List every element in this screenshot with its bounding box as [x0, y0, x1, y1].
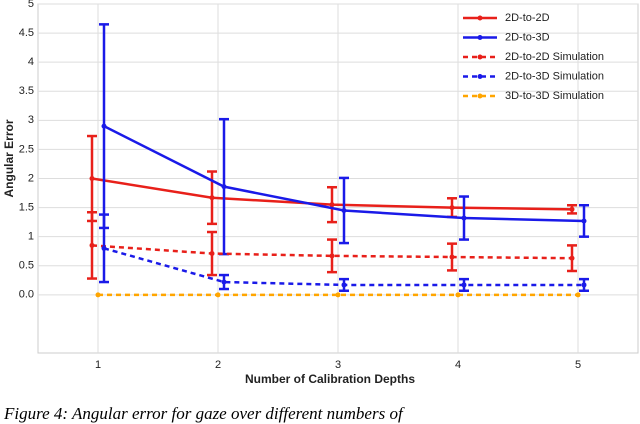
- point: [209, 195, 215, 201]
- point: [569, 206, 575, 212]
- legend-label: 2D-to-3D Simulation: [505, 70, 604, 82]
- point: [569, 255, 575, 261]
- point: [329, 202, 335, 208]
- point: [449, 205, 455, 211]
- point: [101, 123, 107, 129]
- point: [575, 292, 581, 298]
- x-tick-label: 2: [215, 359, 221, 371]
- point: [461, 215, 467, 221]
- point: [95, 292, 101, 298]
- y-tick-label: 5: [28, 0, 34, 10]
- x-tick-label: 4: [455, 359, 461, 371]
- legend-marker: [477, 93, 483, 99]
- y-tick-label: 0.0: [19, 289, 34, 301]
- caption: Figure 4: Angular error for gaze over di…: [4, 404, 403, 423]
- point: [101, 245, 107, 251]
- point: [581, 282, 587, 288]
- point: [215, 292, 221, 298]
- y-tick-label: 2.5: [19, 143, 34, 155]
- point: [335, 292, 341, 298]
- y-tick-label: 3.5: [19, 85, 34, 97]
- point: [89, 242, 95, 248]
- y-tick-label: 3: [28, 114, 34, 126]
- legend-marker: [477, 15, 483, 21]
- x-tick-label: 5: [575, 359, 581, 371]
- legend-label: 2D-to-2D: [505, 12, 550, 24]
- series-line: [91, 244, 573, 260]
- point: [341, 282, 347, 288]
- point: [329, 253, 335, 259]
- x-tick-label: 1: [95, 359, 101, 371]
- point: [449, 254, 455, 260]
- point: [455, 292, 461, 298]
- chart: 0.0 0.5 1 1.5 2 2.5 3 3.5 4 4.5 5 1 2 3 4 5 Number of Ca…: [2, 0, 639, 386]
- y-tick-label: 4: [28, 56, 34, 68]
- legend-label: 3D-to-3D Simulation: [505, 90, 604, 102]
- legend-marker: [477, 74, 483, 79]
- point: [221, 184, 227, 190]
- legend-marker: [477, 35, 483, 40]
- x-axis-label: Number of Calibration Depths: [245, 372, 415, 386]
- point: [581, 218, 587, 224]
- y-tick-label: 0.5: [19, 260, 34, 272]
- legend-label: 2D-to-2D Simulation: [505, 51, 604, 63]
- point: [461, 282, 467, 288]
- legend-label: 2D-to-3D: [505, 31, 550, 43]
- x-tick-label: 3: [335, 359, 341, 371]
- y-tick-label: 4.5: [19, 27, 34, 39]
- y-tick-label: 1: [28, 231, 34, 243]
- y-tick-label: 2: [28, 172, 34, 184]
- y-axis-label: Angular Error: [2, 119, 16, 197]
- y-tick-label: 1.5: [19, 201, 34, 213]
- point: [341, 207, 347, 213]
- legend-marker: [477, 54, 483, 60]
- point: [221, 279, 227, 285]
- point: [89, 176, 95, 181]
- point: [209, 251, 215, 257]
